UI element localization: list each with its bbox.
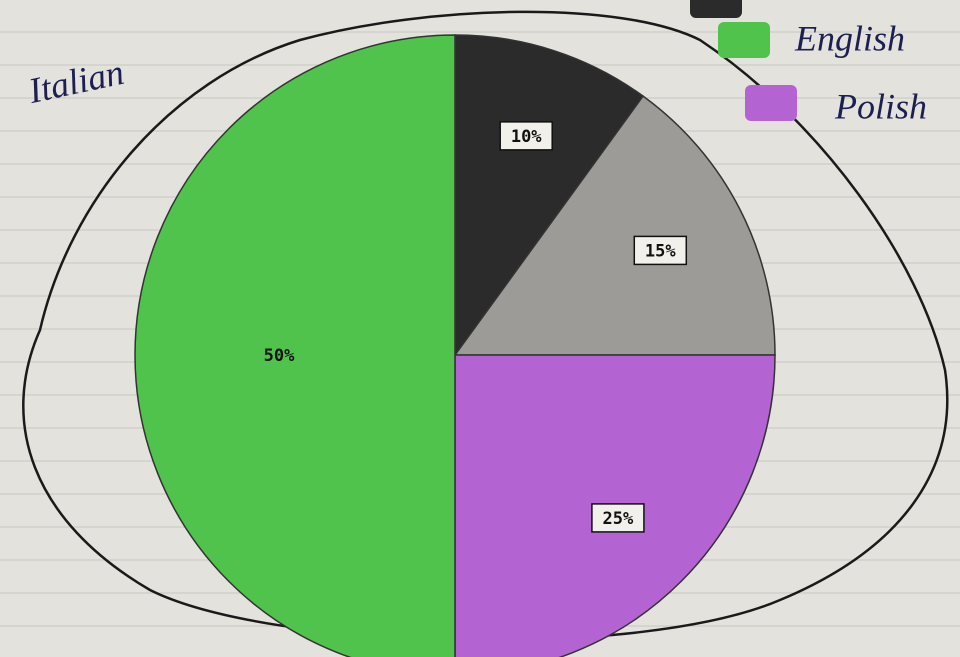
value-label-box — [591, 503, 645, 533]
value-label: 10% — [511, 127, 542, 147]
value-label: 25% — [603, 509, 634, 529]
legend-label: English — [794, 18, 905, 58]
outline-shape — [22, 10, 949, 642]
pie — [134, 34, 776, 657]
value-label-box — [633, 235, 688, 266]
pie-slice — [134, 34, 456, 657]
value-label-box — [499, 121, 553, 151]
legend-label: Polish — [834, 86, 927, 126]
value-label: 15% — [645, 241, 676, 261]
value-label: 50% — [264, 346, 295, 366]
pie-slice — [454, 34, 645, 358]
pie-slice — [453, 95, 776, 356]
legend-swatch — [718, 22, 770, 58]
legend-swatch — [690, 0, 742, 18]
legend-swatch — [745, 85, 797, 121]
